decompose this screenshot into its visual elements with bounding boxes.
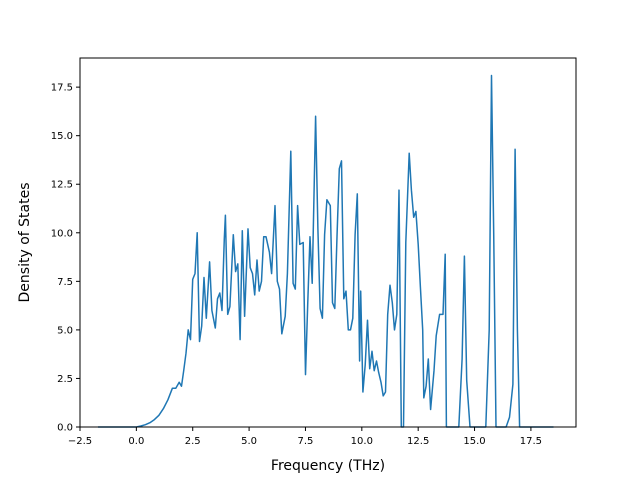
y-tick-label: 15.0	[51, 131, 73, 142]
y-axis-label: Density of States	[17, 183, 33, 303]
x-axis-label: Frequency (THz)	[271, 458, 385, 474]
y-tick-label: 5.0	[57, 325, 73, 336]
x-tick-label: 0.0	[128, 436, 144, 447]
y-tick-label: 17.5	[51, 83, 73, 94]
y-tick-label: 10.0	[51, 228, 73, 239]
dos-series-line-0	[98, 74, 554, 428]
y-tick-label: 12.5	[51, 180, 73, 191]
x-axis-ticks: −2.5 0.0 2.5 5.0 7.5 10.0 12.5 15.0 17.5	[68, 427, 542, 447]
x-tick-label: 2.5	[185, 436, 201, 447]
y-tick-label: 0.0	[57, 423, 73, 434]
x-tick-label: 7.5	[298, 436, 314, 447]
y-tick-label: 2.5	[57, 374, 73, 385]
plot-area	[98, 74, 554, 428]
x-tick-label: 10.0	[351, 436, 373, 447]
x-tick-label: 12.5	[407, 436, 429, 447]
y-tick-label: 7.5	[57, 277, 73, 288]
axes-frame	[79, 57, 577, 428]
y-axis-ticks: 0.0 2.5 5.0 7.5 10.0 12.5 15.0 17.5	[51, 83, 80, 434]
x-tick-label: −2.5	[68, 436, 92, 447]
x-tick-label: 17.5	[520, 436, 542, 447]
x-tick-label: 15.0	[463, 436, 485, 447]
x-tick-label: 5.0	[241, 436, 257, 447]
